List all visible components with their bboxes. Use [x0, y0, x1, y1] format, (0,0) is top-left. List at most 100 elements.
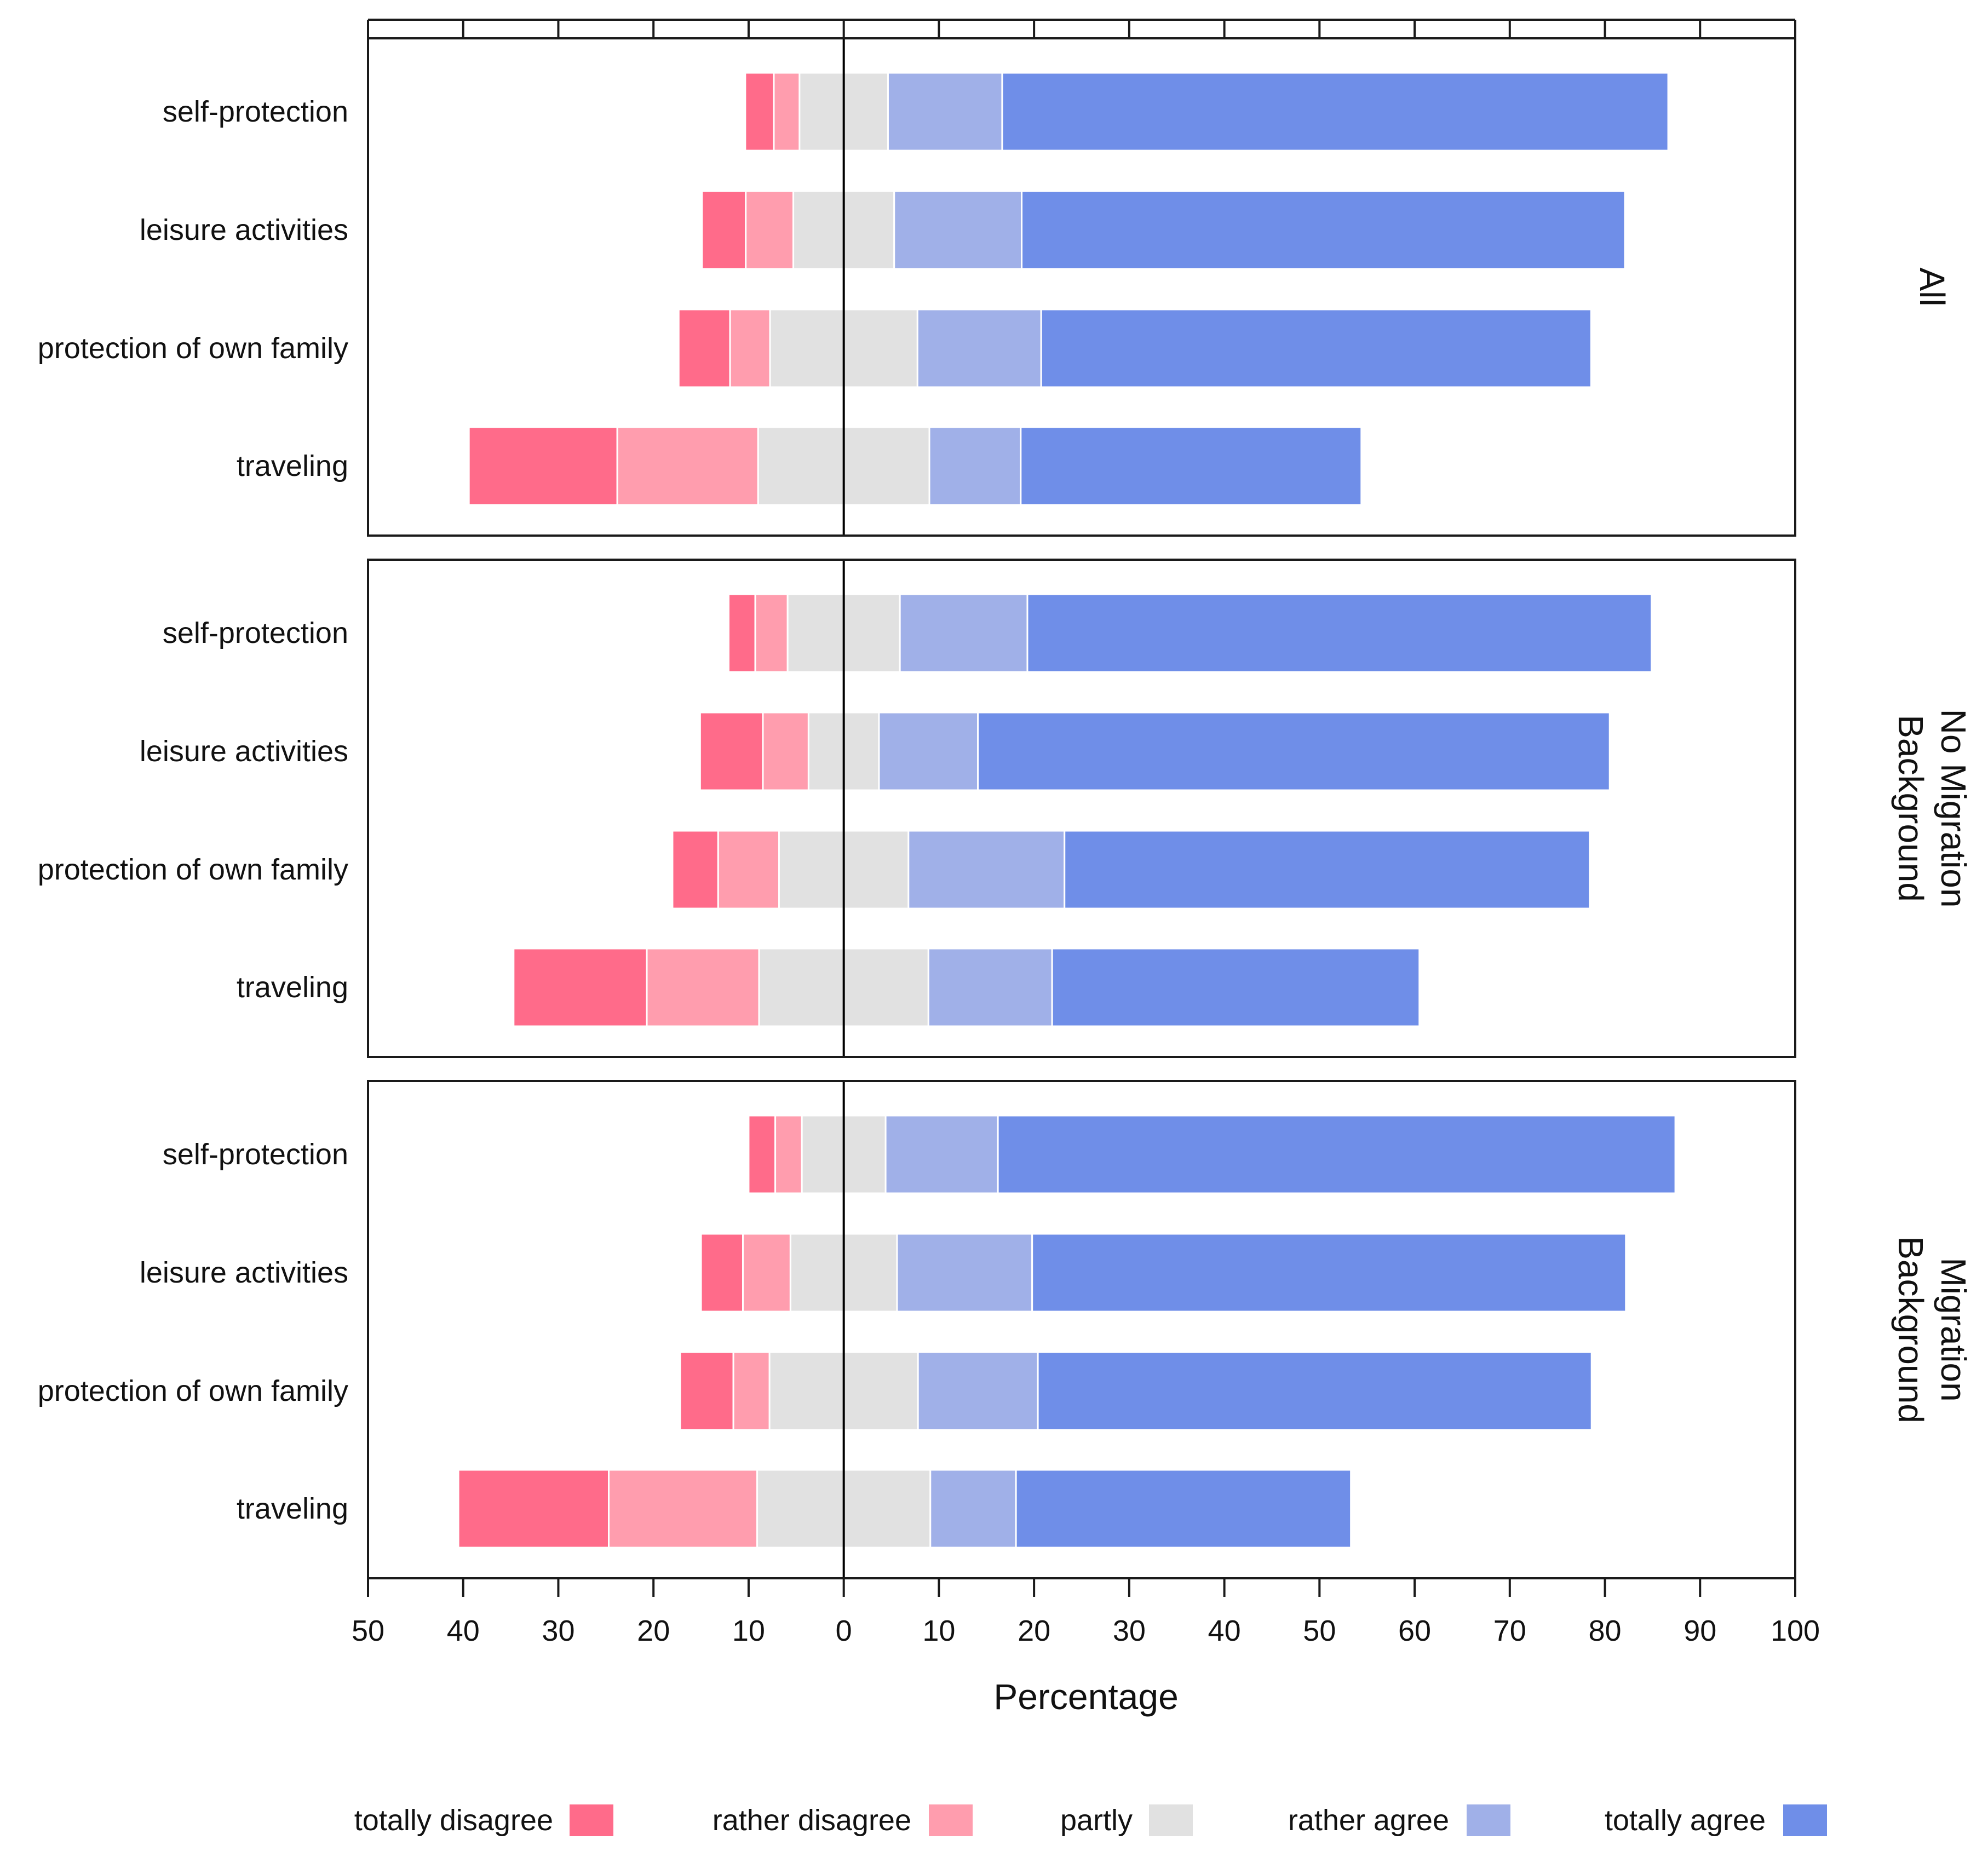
bar-segment-migration-background-traveling-totally-disagree: [457, 1469, 610, 1549]
bar-segment-all-traveling-totally-disagree: [468, 426, 618, 506]
bar-segment-all-leisure-activities-rather-disagree: [745, 190, 795, 270]
bar-segment-no-migration-background-leisure-activities-rather-disagree: [762, 711, 809, 791]
bar-segment-migration-background-self-protection-rather-disagree: [774, 1114, 803, 1194]
bar-segment-all-leisure-activities-rather-agree: [893, 190, 1023, 270]
legend-swatch: [929, 1804, 973, 1836]
category-label-protection-of-own-family: protection of own family: [38, 853, 348, 886]
bar-segment-all-protection-of-own-family-totally-disagree: [677, 308, 731, 388]
x-tick-label: 70: [1493, 1614, 1526, 1647]
panel-migration-background: self-protection leisure activities protect…: [38, 1080, 1973, 1579]
bar-segment-no-migration-background-protection-of-own-family-rather-agree: [907, 830, 1066, 910]
bar-segment-all-protection-of-own-family-rather-disagree: [729, 308, 771, 388]
bar-segment-all-leisure-activities-totally-agree: [1021, 190, 1626, 270]
bar-segment-migration-background-self-protection-totally-agree: [997, 1114, 1676, 1194]
category-label-protection-of-own-family: protection of own family: [38, 332, 348, 365]
legend-swatch: [1467, 1804, 1510, 1836]
legend-swatch: [1149, 1804, 1193, 1836]
x-tick-label: 30: [542, 1614, 574, 1647]
chart-legend: totally disagree rather disagree partly rat…: [354, 1804, 1827, 1837]
bar-segment-all-protection-of-own-family-rather-agree: [916, 308, 1042, 388]
bar-segment-migration-background-leisure-activities-rather-disagree: [742, 1233, 791, 1313]
legend-swatch: [570, 1804, 613, 1836]
x-tick-label: 100: [1771, 1614, 1820, 1647]
legend-label: totally agree: [1605, 1804, 1766, 1837]
panel-no-migration-background: self-protection leisure activities protect…: [38, 559, 1973, 1058]
bar-segment-no-migration-background-traveling-rather-disagree: [646, 947, 760, 1027]
panel-frame: [367, 559, 1796, 1058]
x-tick-label: 30: [1113, 1614, 1146, 1647]
bar-segment-migration-background-traveling-rather-disagree: [608, 1469, 759, 1549]
chart-axes: 50 40 30 20 10 0 10 20 30 40 50 60 70 80 90 100Percenta…: [352, 19, 1820, 1717]
panel-label-all-line-1: All: [1912, 267, 1952, 306]
panel-label-migration-background-line-1: Migration: [1934, 1257, 1973, 1401]
bar-segment-all-self-protection-rather-agree: [887, 72, 1003, 152]
bar-segment-all-protection-of-own-family-totally-agree: [1040, 308, 1592, 388]
bar-segment-no-migration-background-leisure-activities-totally-agree: [977, 711, 1611, 791]
legend-label: partly: [1060, 1804, 1133, 1837]
category-label-self-protection: self-protection: [163, 1138, 348, 1171]
legend-item-totally-agree: totally agree: [1605, 1804, 1827, 1837]
chart-panels: self-protection leisure activities protect…: [38, 37, 1973, 1579]
category-label-self-protection: self-protection: [163, 95, 348, 128]
bar-segment-no-migration-background-self-protection-rather-agree: [899, 593, 1029, 673]
bar-segment-all-leisure-activities-totally-disagree: [701, 190, 747, 270]
bar-segment-migration-background-protection-of-own-family-rather-disagree: [732, 1351, 771, 1431]
bar-segment-migration-background-leisure-activities-totally-agree: [1031, 1233, 1627, 1313]
bar-segment-no-migration-background-protection-of-own-family-rather-disagree: [717, 830, 780, 910]
legend-label: rather agree: [1288, 1804, 1449, 1837]
legend-swatch: [1783, 1804, 1827, 1836]
category-label-leisure-activities: leisure activities: [140, 735, 348, 768]
x-tick-label: 90: [1684, 1614, 1716, 1647]
bar-segment-migration-background-leisure-activities-rather-agree: [896, 1233, 1033, 1313]
bar-segment-no-migration-background-traveling-rather-agree: [927, 947, 1053, 1027]
bar-segment-no-migration-background-traveling-totally-agree: [1051, 947, 1421, 1027]
x-tick-label: 40: [1208, 1614, 1241, 1647]
bar-segment-no-migration-background-leisure-activities-totally-disagree: [699, 711, 764, 791]
bar-segment-all-self-protection-totally-disagree: [744, 72, 775, 152]
bar-segment-no-migration-background-self-protection-rather-disagree: [754, 593, 789, 673]
category-label-protection-of-own-family: protection of own family: [38, 1375, 348, 1407]
bar-segment-migration-background-traveling-totally-agree: [1015, 1469, 1352, 1549]
bar-segment-no-migration-background-protection-of-own-family-totally-agree: [1064, 830, 1591, 910]
bar-segment-migration-background-traveling-rather-agree: [929, 1469, 1017, 1549]
legend-label: totally disagree: [354, 1804, 553, 1837]
x-tick-label: 40: [447, 1614, 480, 1647]
x-tick-label: 20: [1018, 1614, 1050, 1647]
bar-segment-no-migration-background-self-protection-totally-agree: [1026, 593, 1653, 673]
bar-segment-all-traveling-totally-agree: [1020, 426, 1363, 506]
legend-item-totally-disagree: totally disagree: [354, 1804, 613, 1837]
bar-segment-migration-background-self-protection-totally-disagree: [748, 1114, 777, 1194]
panel-label-no-migration-background-line-1: No Migration: [1934, 709, 1973, 908]
category-label-self-protection: self-protection: [163, 617, 348, 649]
x-tick-label: 10: [922, 1614, 955, 1647]
bar-segment-migration-background-protection-of-own-family-totally-agree: [1037, 1351, 1593, 1431]
x-tick-label: 50: [1303, 1614, 1336, 1647]
panel-label-migration-background-line-2: Background: [1891, 1236, 1930, 1423]
bar-segment-migration-background-leisure-activities-totally-disagree: [700, 1233, 744, 1313]
x-tick-label: 10: [732, 1614, 765, 1647]
category-label-traveling: traveling: [237, 450, 348, 482]
bar-segment-no-migration-background-leisure-activities-rather-agree: [878, 711, 979, 791]
bar-segment-no-migration-background-self-protection-totally-disagree: [727, 593, 756, 673]
panel-label-no-migration-background-line-2: Background: [1891, 715, 1930, 902]
bar-segment-no-migration-background-protection-of-own-family-totally-disagree: [671, 830, 719, 910]
x-tick-label: 80: [1588, 1614, 1621, 1647]
x-tick-label: 20: [637, 1614, 670, 1647]
bar-segment-all-traveling-rather-disagree: [616, 426, 759, 506]
bar-segment-all-traveling-rather-agree: [928, 426, 1022, 506]
x-axis-title: Percentage: [993, 1676, 1179, 1717]
x-tick-label: 50: [352, 1614, 384, 1647]
bar-segment-migration-background-protection-of-own-family-totally-disagree: [679, 1351, 734, 1431]
bar-segment-all-self-protection-totally-agree: [1001, 72, 1669, 152]
legend-item-rather-agree: rather agree: [1288, 1804, 1510, 1837]
category-label-leisure-activities: leisure activities: [140, 214, 348, 246]
legend-item-partly: partly: [1060, 1804, 1193, 1837]
legend-label: rather disagree: [713, 1804, 911, 1837]
bar-segment-no-migration-background-traveling-totally-disagree: [513, 947, 648, 1027]
bar-segment-all-self-protection-rather-disagree: [773, 72, 801, 152]
bar-segment-migration-background-protection-of-own-family-rather-agree: [917, 1351, 1039, 1431]
bar-segment-migration-background-self-protection-rather-agree: [884, 1114, 999, 1194]
x-tick-label: 60: [1398, 1614, 1431, 1647]
category-label-traveling: traveling: [237, 971, 348, 1004]
